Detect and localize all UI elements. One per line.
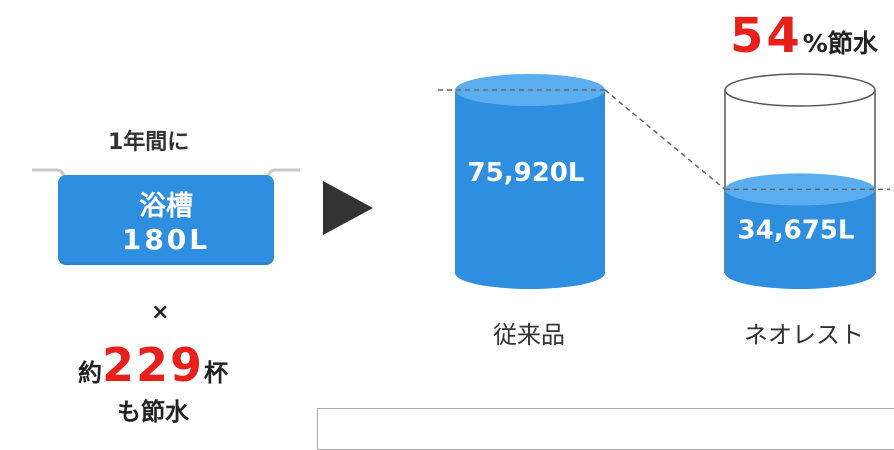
- cups-prefix: 約: [78, 359, 102, 387]
- bathtub: [58, 175, 274, 265]
- multiply-sign: ×: [151, 300, 170, 325]
- bathtub-name: 浴槽: [139, 191, 193, 222]
- glass-rim-1: [724, 73, 876, 107]
- bar-0: [455, 90, 605, 289]
- savings-percent-suffix: %節水: [802, 29, 878, 58]
- savings-percent-value: 54: [730, 8, 803, 64]
- note-box: [317, 408, 894, 450]
- cups-suffix: 杯: [204, 359, 229, 387]
- water-saving-infographic: 1年間に 浴槽 180L × 約229杯 も節水 54%節水 75,920L 34…: [32, 8, 894, 450]
- reference-line-connector: [604, 89, 726, 190]
- cups-equivalent: 約229杯: [78, 338, 228, 392]
- savings-percent: 54%節水: [730, 8, 878, 64]
- bathtub-volume: 180L: [121, 223, 211, 256]
- category-label-conventional: 従来品: [493, 321, 565, 349]
- water-usage-chart: 75,920L 34,675L: [438, 73, 890, 289]
- bar-1: [725, 189, 875, 289]
- cups-value: 229: [102, 338, 205, 392]
- category-label-neorest: ネオレスト: [744, 321, 864, 349]
- data-label-1: 34,675L: [738, 216, 855, 246]
- data-label-0: 75,920L: [468, 158, 585, 188]
- year-label: 1年間に: [108, 130, 190, 155]
- saved-text: も節水: [117, 398, 189, 426]
